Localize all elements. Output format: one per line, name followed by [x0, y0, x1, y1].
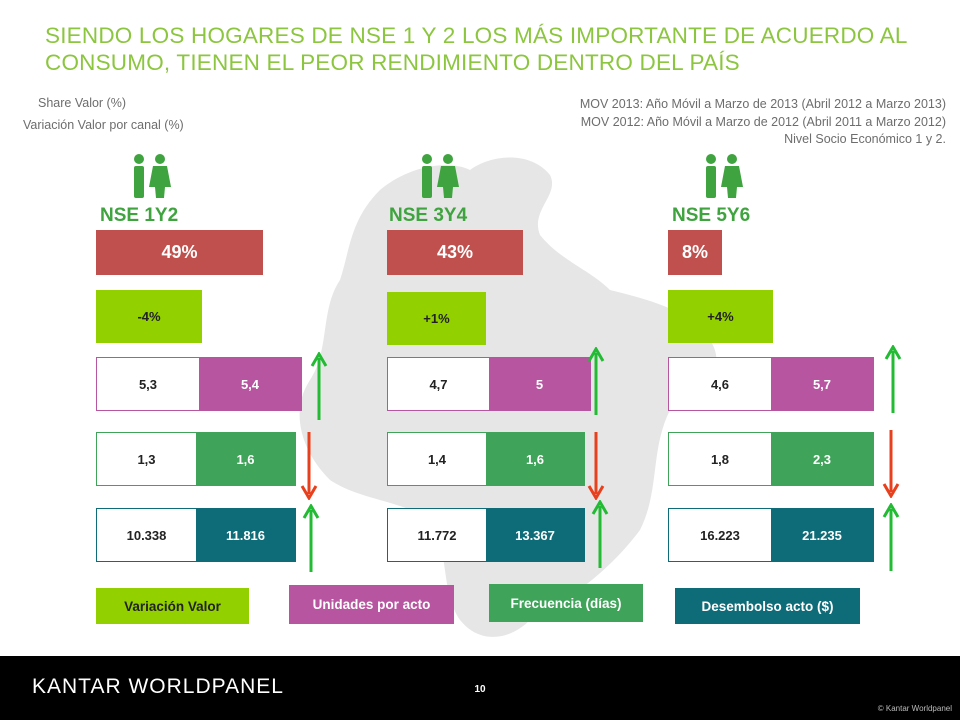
frequency-mov2012: 1,8: [669, 433, 771, 485]
note-mov2012: MOV 2012: Año Móvil a Marzo de 2012 (Abr…: [580, 115, 946, 129]
page-number: 10: [474, 684, 486, 695]
segment-label-nse3y4: NSE 3Y4: [389, 205, 468, 226]
disbursement-mov2012: 11.772: [388, 509, 486, 561]
arrow-down-icon: [587, 432, 605, 500]
units-mov2012: 5,3: [97, 358, 199, 410]
share-value: 8%: [681, 242, 708, 262]
disbursement-mov2012: 16.223: [669, 509, 771, 561]
arrow-up-icon: [884, 345, 902, 413]
variation-box-nse3y4: +1%: [387, 292, 486, 345]
people-icon: [706, 154, 743, 198]
units-mov2013: 5,4: [199, 358, 301, 410]
frequency-mov2013: 1,6: [196, 433, 295, 485]
arrow-up-icon: [591, 500, 609, 568]
note-nse: Nivel Socio Económico 1 y 2.: [784, 132, 946, 146]
units-pair-nse1y2: 5,3 5,4: [96, 357, 302, 411]
frequency-mov2013: 2,3: [771, 433, 873, 485]
people-icon: [134, 154, 171, 198]
page-title: SIENDO LOS HOGARES DE NSE 1 Y 2 LOS MÁS …: [45, 23, 907, 75]
share-box-nse5y6: 8%: [668, 230, 722, 275]
legend-frecuencia: Frecuencia (días): [489, 584, 643, 622]
frequency-pair-nse1y2: 1,3 1,6: [96, 432, 296, 486]
share-value: 43%: [436, 242, 474, 262]
legend-unidades-por-acto: Unidades por acto: [289, 585, 454, 624]
segment-label-nse5y6: NSE 5Y6: [672, 205, 751, 226]
share-value: 49%: [161, 242, 198, 262]
disbursement-mov2013: 11.816: [196, 509, 295, 561]
disbursement-mov2013: 21.235: [771, 509, 873, 561]
people-icon: [422, 154, 459, 198]
disbursement-mov2013: 13.367: [486, 509, 584, 561]
legend-variation-text: Variación Valor por canal (%): [23, 118, 184, 132]
units-mov2013: 5: [489, 358, 590, 410]
frequency-mov2013: 1,6: [486, 433, 584, 485]
variation-value: +1%: [423, 311, 450, 326]
share-box-nse3y4: 43%: [387, 230, 523, 275]
frequency-pair-nse3y4: 1,4 1,6: [387, 432, 585, 486]
copyright-text: © Kantar Worldpanel: [877, 704, 952, 713]
units-mov2012: 4,7: [388, 358, 489, 410]
legend-share-text: Share Valor (%): [38, 96, 126, 110]
footer-bar: [0, 656, 960, 720]
legend-desembolso-acto: Desembolso acto ($): [675, 588, 860, 624]
frequency-mov2012: 1,3: [97, 433, 196, 485]
arrow-up-icon: [587, 347, 605, 415]
variation-box-nse5y6: +4%: [668, 290, 773, 343]
note-mov2013: MOV 2013: Año Móvil a Marzo de 2013 (Abr…: [579, 97, 946, 111]
disbursement-pair-nse3y4: 11.772 13.367: [387, 508, 585, 562]
frequency-mov2012: 1,4: [388, 433, 486, 485]
arrow-down-icon: [882, 430, 900, 498]
share-box-nse1y2: 49%: [96, 230, 263, 275]
disbursement-pair-nse1y2: 10.338 11.816: [96, 508, 296, 562]
arrow-up-icon: [882, 503, 900, 571]
units-pair-nse3y4: 4,7 5: [387, 357, 591, 411]
units-mov2012: 4,6: [669, 358, 771, 410]
arrow-up-icon: [302, 504, 320, 572]
disbursement-mov2012: 10.338: [97, 509, 196, 561]
legend-variation-valor: Variación Valor: [96, 588, 249, 624]
variation-value: -4%: [137, 309, 161, 324]
units-pair-nse5y6: 4,6 5,7: [668, 357, 874, 411]
segment-label-nse1y2: NSE 1Y2: [100, 205, 179, 226]
arrow-down-icon: [300, 432, 318, 500]
kantar-worldpanel-logo: KANTAR WORLDPANEL: [32, 675, 284, 698]
disbursement-pair-nse5y6: 16.223 21.235: [668, 508, 874, 562]
frequency-pair-nse5y6: 1,8 2,3: [668, 432, 874, 486]
variation-box-nse1y2: -4%: [96, 290, 202, 343]
units-mov2013: 5,7: [771, 358, 873, 410]
arrow-up-icon: [310, 352, 328, 420]
variation-value: +4%: [707, 309, 734, 324]
